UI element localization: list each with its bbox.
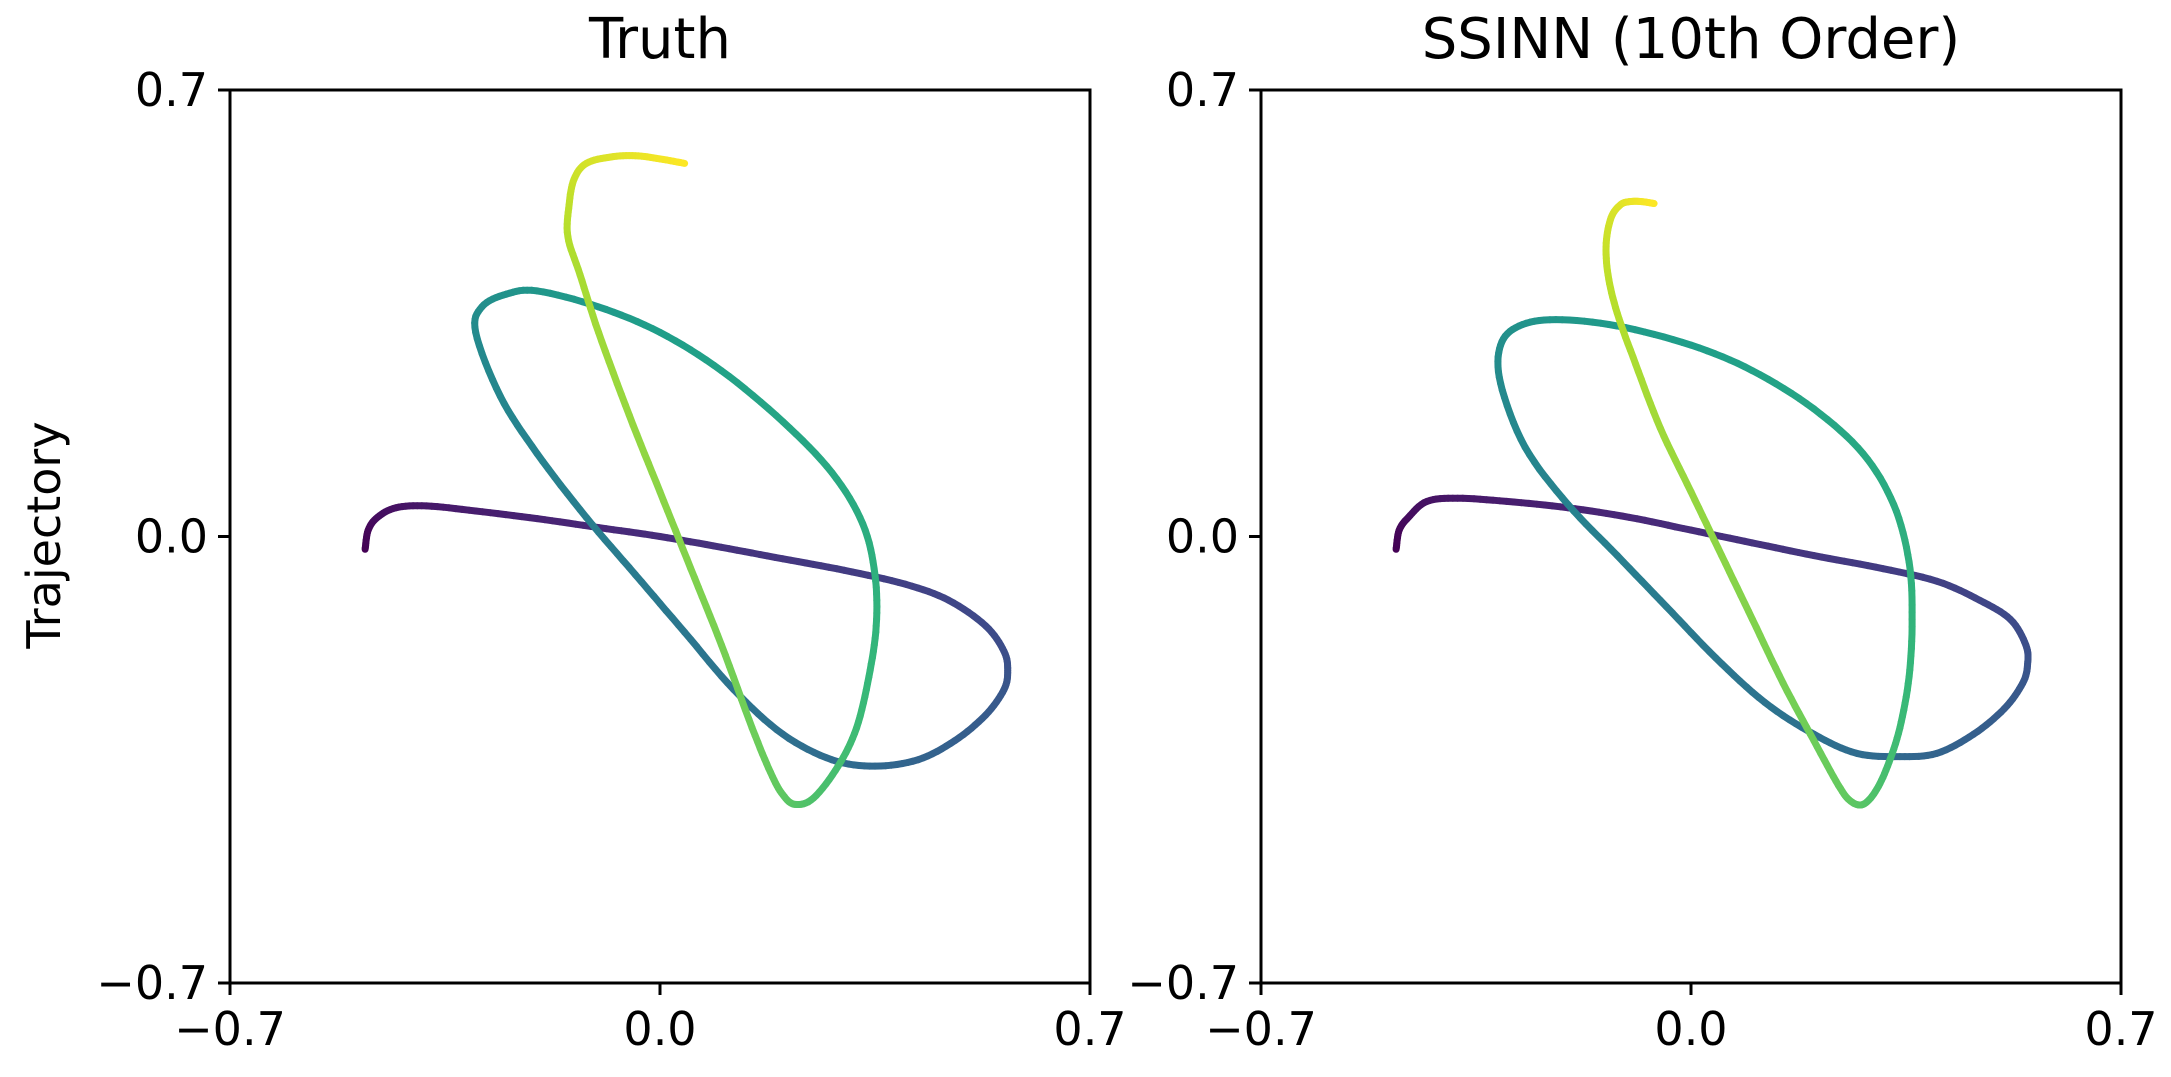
y-tick-label: 0.7 bbox=[1166, 63, 1239, 117]
x-tick-label: 0.0 bbox=[623, 1002, 696, 1056]
y-tick-label: 0.0 bbox=[135, 510, 208, 564]
x-tick-label: −0.7 bbox=[1205, 1002, 1317, 1056]
trajectory-curve bbox=[1392, 197, 2032, 809]
ssinn-panel: SSINN (10th Order) −0.7 0.0 0.7 −0.7 0.0 0.7 bbox=[1127, 7, 2157, 1056]
axis-ticks: −0.7 0.0 0.7 −0.7 0.0 0.7 bbox=[96, 63, 1126, 1056]
x-tick-label: 0.7 bbox=[2084, 1002, 2157, 1056]
x-tick-label: −0.7 bbox=[174, 1002, 286, 1056]
y-tick-label: 0.0 bbox=[1166, 510, 1239, 564]
y-axis-label: Trajectory bbox=[17, 421, 71, 649]
y-tick-label: −0.7 bbox=[1127, 956, 1239, 1010]
x-tick-label: 0.0 bbox=[1654, 1002, 1727, 1056]
y-tick-label: 0.7 bbox=[135, 63, 208, 117]
truth-panel: Truth Trajectory −0.7 0.0 0.7 −0.7 0.0 0.7 bbox=[17, 7, 1127, 1056]
plot-frame bbox=[1259, 88, 2123, 985]
x-tick-label: 0.7 bbox=[1053, 1002, 1126, 1056]
panel-title: Truth bbox=[588, 7, 731, 72]
y-tick-label: −0.7 bbox=[96, 956, 208, 1010]
panel-title: SSINN (10th Order) bbox=[1422, 7, 1961, 72]
axis-ticks: −0.7 0.0 0.7 −0.7 0.0 0.7 bbox=[1127, 63, 2157, 1056]
trajectory-curve bbox=[361, 152, 1012, 808]
